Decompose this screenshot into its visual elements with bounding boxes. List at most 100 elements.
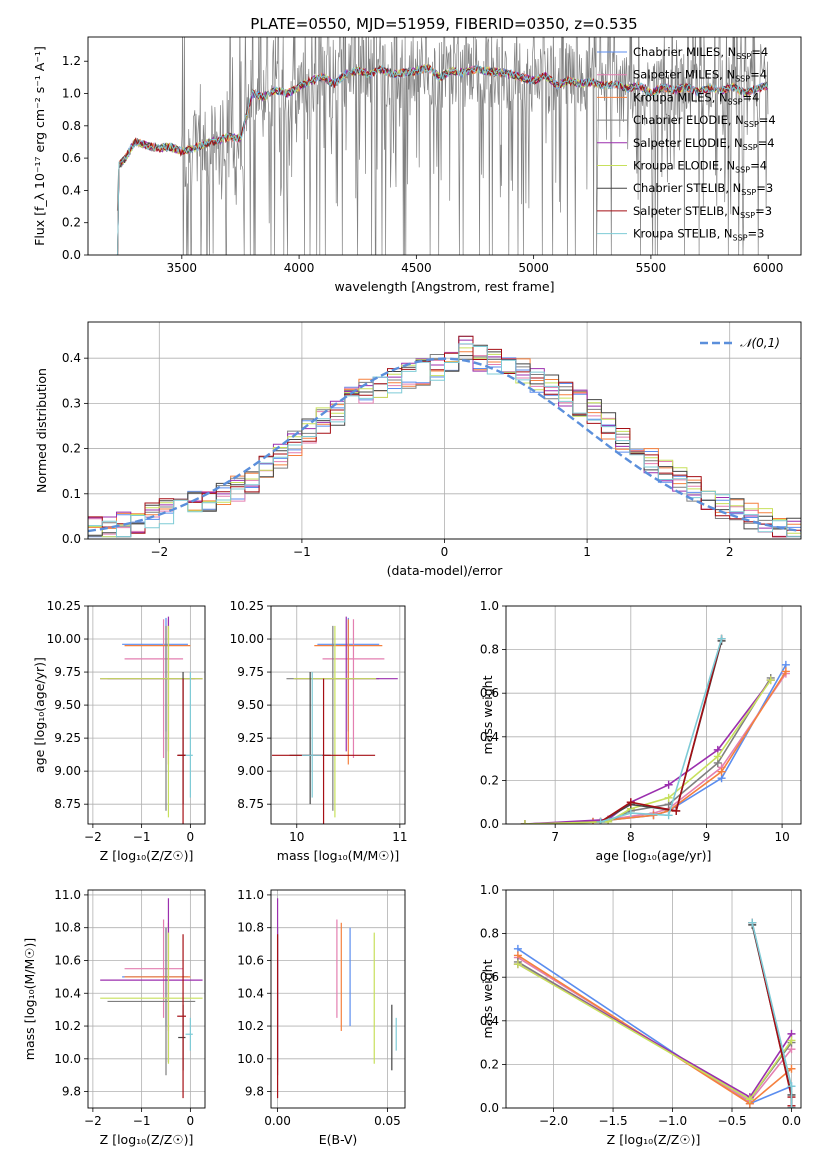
y-tick-label: 0.4 (480, 730, 499, 744)
series-salpeter-stelib-line (600, 638, 723, 823)
series-salpeter-elodie-line (517, 963, 793, 1099)
y-tick-label: 9.75 (54, 665, 81, 679)
legend-label-subscript: SSP (744, 120, 759, 129)
mass-weight-data (513, 918, 796, 1108)
x-tick-label: −2 (150, 545, 168, 559)
normal-reference-curve (88, 357, 801, 533)
x-axis-label: age [log₁₀(age/yr)] (596, 848, 712, 863)
x-tick-label: −1.5 (598, 1114, 627, 1128)
y-tick-label: 9.00 (54, 764, 81, 778)
mass-weight-vs-metallicity-panel: −2.0 −1.5 −1.0 −0.5 0.0 0.0 0.2 0.4 0.6 0.8 1.0 Z [… (480, 883, 802, 1147)
series-chabrier-miles-line (517, 948, 792, 1105)
y-tick-label: 0.4 (62, 183, 81, 197)
legend-label: Kroupa STELIB, NSSP=3 (633, 227, 764, 243)
y-tick-label: 0.8 (480, 927, 499, 941)
x-axis-label: mass [log₁₀(M/M☉)] (277, 848, 399, 863)
y-tick-label: 9.25 (237, 731, 264, 745)
y-tick-label: 1.2 (62, 54, 81, 68)
y-tick-label: 0.3 (62, 396, 81, 410)
legend-label-subscript: SSP (728, 97, 743, 106)
x-tick-label: −1 (293, 545, 311, 559)
plot-frame (87, 321, 802, 540)
y-tick-label: 11.0 (237, 888, 264, 902)
x-tick-label: 8 (627, 830, 635, 844)
plot-frame (505, 605, 802, 825)
legend-label-tail: =3 (755, 204, 772, 218)
plot-frame (87, 605, 206, 825)
x-tick-label: 1 (583, 545, 591, 559)
y-tick-label: 0.0 (480, 817, 499, 831)
residual-histogram-panel: −2 −1 0 1 2 0.0 0.1 0.2 0.3 0.4 (data-model)/error… (34, 321, 802, 578)
legend-label-tail: =4 (758, 136, 775, 150)
series-kroupa-stelib-marker (787, 1082, 796, 1091)
x-tick-label: 0.05 (374, 1114, 401, 1128)
y-tick-label: 10.00 (230, 632, 264, 646)
y-tick-label: 0.8 (480, 643, 499, 657)
x-tick-label: 0 (187, 830, 195, 844)
x-axis-label: E(B-V) (319, 1132, 358, 1147)
legend-label-text: Chabrier STELIB, N (633, 181, 741, 195)
y-tick-label: 0.6 (480, 686, 499, 700)
x-tick-label: 9 (703, 830, 711, 844)
legend-label: Chabrier STELIB, NSSP=3 (633, 181, 773, 197)
age-vs-mass-panel: 10 11 8.75 9.00 9.25 9.50 9.75 10.00 10.25 mass [… (230, 599, 408, 863)
y-tick-label: 10.6 (237, 953, 264, 967)
legend-label-text: Kroupa ELODIE, N (633, 159, 735, 173)
legend-label-text: Chabrier ELODIE, N (633, 113, 744, 127)
y-tick-label: 9.25 (54, 731, 81, 745)
x-tick-label: 0 (187, 1114, 195, 1128)
legend-label-text: Salpeter STELIB, N (633, 204, 740, 218)
y-tick-label: 10.00 (47, 632, 81, 646)
series-kroupa-stelib-line (751, 922, 793, 1108)
plot-frame (270, 605, 406, 825)
legend-label-tail: =4 (743, 90, 760, 104)
series-kroupa-stelib-marker (787, 1104, 796, 1108)
y-tick-label: 9.00 (237, 764, 264, 778)
series-kroupa-stelib-marker (748, 918, 757, 927)
x-tick-label: 3500 (167, 261, 198, 275)
mass-vs-metallicity-panel: −2 −1 0 9.8 10.0 10.2 10.4 10.6 10.8 11.0 Z [log₁₀… (22, 888, 206, 1147)
series-kroupa-miles-line (517, 954, 793, 1105)
y-tick-label: 10.4 (54, 986, 81, 1000)
legend-label-subscript: SSP (735, 166, 750, 175)
errorbar-data (276, 898, 397, 1099)
y-axis-label: mass weight (480, 959, 495, 1038)
y-axis-label: mass weight (480, 675, 495, 754)
y-tick-label: 1.0 (480, 599, 499, 613)
y-tick-label: 0.2 (62, 216, 81, 230)
series-chabrier-stelib-line (600, 640, 723, 823)
x-axis-label: (data-model)/error (387, 563, 504, 578)
model-line-salpeter-stelib (116, 64, 768, 255)
y-tick-label: 10.8 (54, 921, 81, 935)
series-kroupa-stelib-marker (626, 809, 635, 818)
y-tick-label: 0.2 (480, 1057, 499, 1071)
x-axis-label: Z [log₁₀(Z/Z☉)] (100, 848, 194, 863)
series-chabrier-elodie-line (524, 677, 772, 824)
legend-label: Kroupa ELODIE, NSSP=4 (633, 159, 767, 175)
figure-title: PLATE=0550, MJD=51959, FIBERID=0350, z=0… (250, 15, 637, 33)
legend-label-tail: =4 (759, 113, 776, 127)
legend-label: Chabrier MILES, NSSP=4 (633, 45, 768, 61)
x-tick-label: −1 (133, 1114, 151, 1128)
y-tick-label: 9.8 (62, 1085, 81, 1099)
y-tick-label: 10.0 (237, 1052, 264, 1066)
y-tick-label: 0.6 (62, 151, 81, 165)
x-tick-label: −2 (84, 1114, 102, 1128)
x-tick-label: −2 (84, 830, 102, 844)
model-line-kroupa-stelib (116, 64, 769, 255)
y-tick-label: 10.0 (54, 1052, 81, 1066)
series-salpeter-miles-line (517, 956, 793, 1103)
y-axis-label: mass [log₁₀(M/M☉)] (22, 938, 37, 1060)
series-salpeter-stelib-marker (672, 806, 681, 815)
series-salpeter-elodie-line (524, 679, 772, 824)
plot-frame (270, 889, 406, 1109)
series-kroupa-elodie-marker (664, 793, 673, 802)
x-tick-label: −0.5 (717, 1114, 746, 1128)
mass-weight-vs-age-panel: 7 8 9 10 0.0 0.2 0.4 0.6 0.8 1.0 age [log₁₀(age/yr… (480, 599, 802, 863)
legend-label-subscript: SSP (740, 211, 755, 220)
histogram-step-kroupa-stelib (88, 343, 801, 539)
y-tick-label: 10.25 (47, 599, 81, 613)
y-tick-label: 11.0 (54, 888, 81, 902)
legend-label-tail: =4 (751, 45, 768, 59)
